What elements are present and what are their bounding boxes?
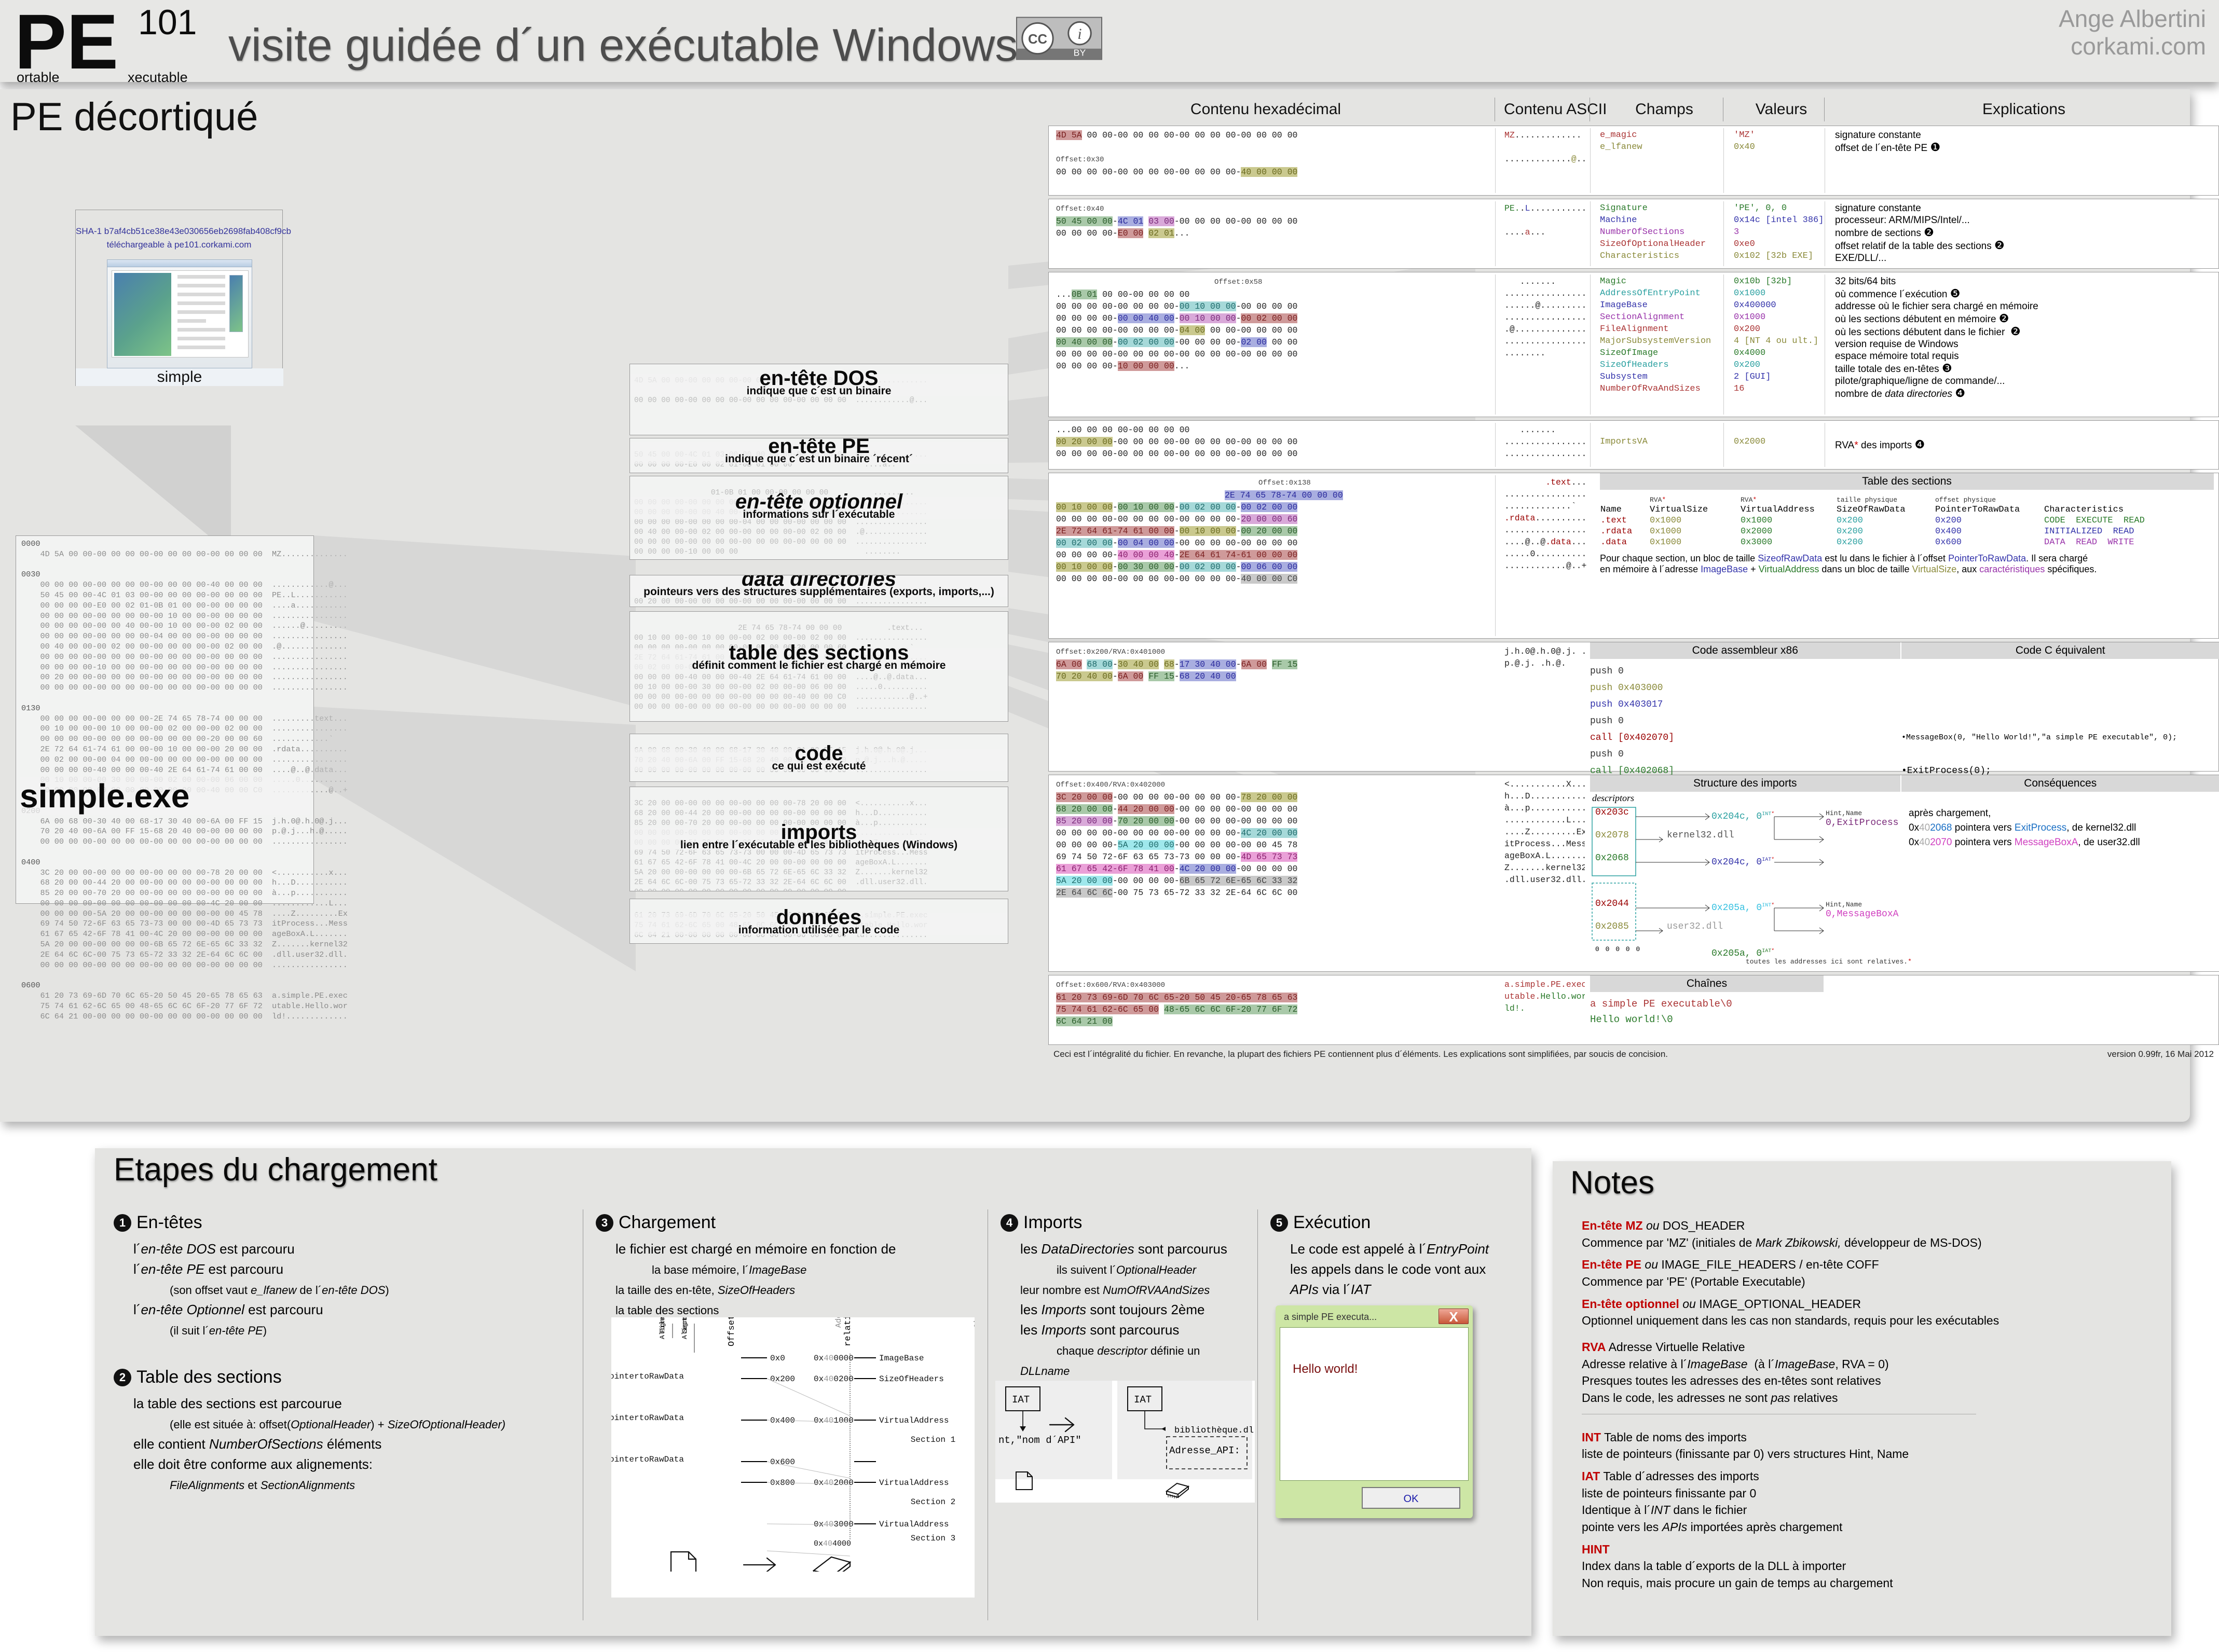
svg-text:0x400200: 0x400200	[814, 1374, 854, 1384]
svg-text:Section 1: Section 1	[911, 1435, 955, 1444]
svg-text:VirtualAddress: VirtualAddress	[879, 1520, 949, 1529]
svg-text:VirtualAddress: VirtualAddress	[879, 1478, 949, 1488]
svg-text:CC: CC	[1028, 32, 1047, 47]
svg-text:i: i	[1077, 26, 1081, 43]
svg-text:0x404000: 0x404000	[814, 1539, 851, 1548]
svg-text:0x400000: 0x400000	[814, 1354, 854, 1363]
svg-text:Section 3: Section 3	[911, 1534, 955, 1543]
svg-text:PointertoRawData: PointertoRawData	[611, 1372, 684, 1381]
svg-text:nt,"nom d´API": nt,"nom d´API"	[998, 1435, 1081, 1446]
svg-text:BY: BY	[1074, 48, 1086, 58]
svg-text:PointertoRawData: PointertoRawData	[611, 1413, 684, 1423]
svg-text:Alignment: Alignment	[681, 1317, 689, 1339]
svg-text:SizeOfHeaders: SizeOfHeaders	[879, 1374, 944, 1384]
svg-text:bibliothèque.dll: bibliothèque.dll	[1174, 1426, 1255, 1436]
svg-text:IAT: IAT	[1012, 1394, 1030, 1406]
svg-text:0x402000: 0x402000	[814, 1478, 854, 1488]
svg-text:IAT: IAT	[1134, 1394, 1152, 1406]
svg-text:0x600: 0x600	[770, 1457, 795, 1467]
svg-text:VirtualAddress: VirtualAddress	[879, 1416, 949, 1425]
svg-text:0x401000: 0x401000	[814, 1416, 854, 1425]
svg-text:ImageBase: ImageBase	[879, 1354, 924, 1363]
svg-text:Addresse virtuelle: Addresse virtuelle	[834, 1317, 843, 1328]
svg-text:relative: relative	[843, 1317, 853, 1346]
svg-text:Adresse_API:: Adresse_API:	[1169, 1445, 1240, 1456]
svg-text:0x0: 0x0	[770, 1354, 785, 1363]
svg-text:Alignment: Alignment	[659, 1317, 666, 1339]
svg-text:Section 2: Section 2	[911, 1497, 955, 1507]
svg-text:PointertoRawData: PointertoRawData	[611, 1455, 684, 1464]
svg-text:0x200: 0x200	[770, 1374, 795, 1384]
svg-text:SizeOfImage: SizeOfImage	[973, 1317, 975, 1328]
svg-text:Offset: Offset	[727, 1317, 737, 1346]
